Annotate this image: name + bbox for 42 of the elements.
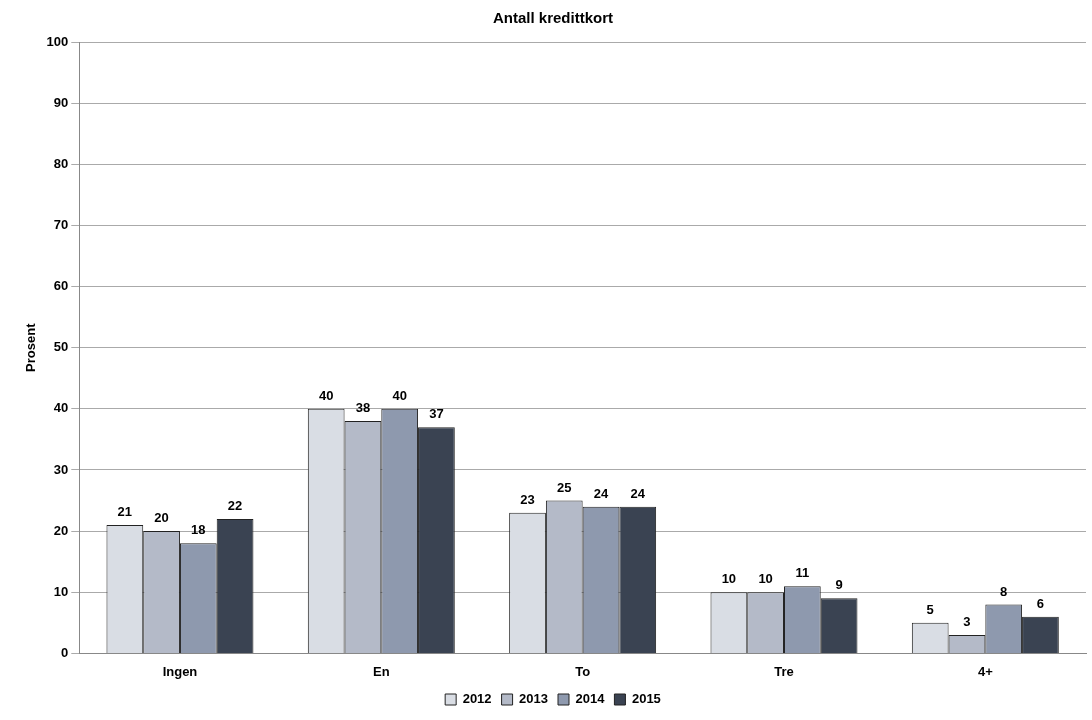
- x-tick-label: En: [372, 663, 390, 679]
- y-tick-label: 40: [53, 400, 69, 416]
- y-tick-label: 20: [53, 522, 69, 538]
- data-label: 5: [926, 601, 934, 617]
- data-label: 9: [835, 577, 843, 593]
- data-label: 24: [630, 485, 646, 501]
- legend-label: 2014: [575, 691, 606, 707]
- x-tick-label: Tre: [774, 663, 794, 679]
- y-tick-label: 70: [53, 217, 69, 232]
- data-label: 38: [355, 400, 371, 416]
- data-label: 18: [191, 522, 206, 538]
- data-label: 40: [392, 387, 407, 403]
- y-tick-label: 10: [53, 583, 69, 599]
- y-tick-label: 30: [53, 461, 69, 477]
- x-tick-label: Ingen: [162, 663, 198, 679]
- data-label: 10: [721, 571, 737, 587]
- data-label: 8: [1000, 583, 1008, 599]
- y-tick-label: 50: [53, 339, 69, 355]
- data-label: 23: [520, 491, 535, 507]
- y-tick-label: 0: [61, 644, 69, 660]
- data-label: 10: [758, 571, 773, 587]
- data-label: 21: [117, 504, 133, 520]
- x-tick-label: 4+: [977, 663, 994, 679]
- y-tick-label: 100: [46, 33, 69, 49]
- y-tick-label: 90: [53, 94, 69, 110]
- y-tick-label: 60: [53, 278, 69, 294]
- data-label: 3: [963, 614, 971, 630]
- data-label: 11: [795, 565, 810, 581]
- legend-label: 2013: [519, 691, 548, 707]
- data-label: 24: [593, 485, 610, 501]
- data-label: 40: [318, 387, 334, 403]
- legend-label: 2015: [631, 691, 661, 707]
- data-label: 6: [1036, 595, 1045, 611]
- data-label: 22: [227, 497, 243, 513]
- chart-title: Antall kredittkort: [492, 9, 614, 27]
- y-axis-title: Prosent: [23, 322, 39, 372]
- x-tick-label: To: [575, 663, 591, 679]
- data-label: 37: [429, 406, 444, 422]
- legend-label: 2012: [462, 691, 492, 707]
- data-label: 25: [557, 479, 572, 495]
- y-tick-label: 80: [53, 155, 69, 171]
- data-label: 20: [154, 510, 169, 526]
